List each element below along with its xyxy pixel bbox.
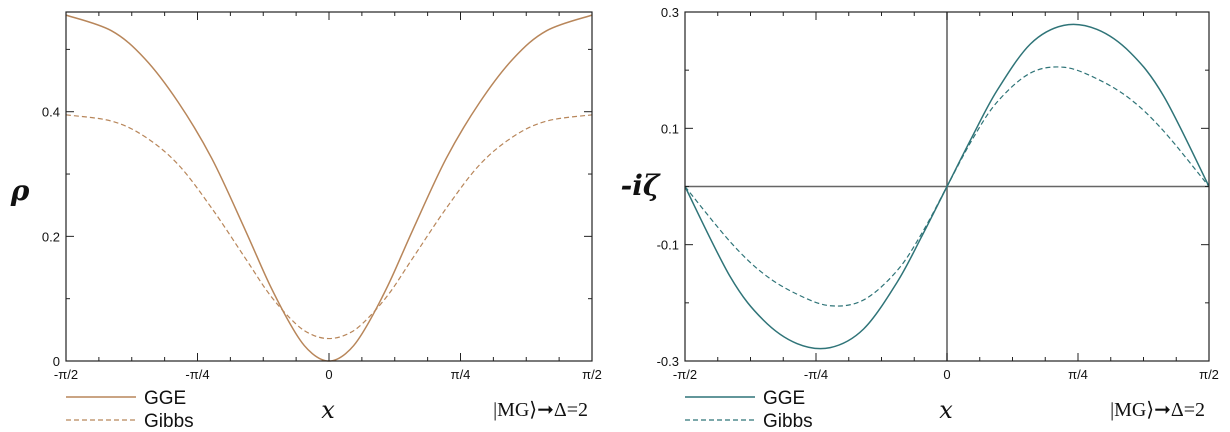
rho-y-tick-label: 0.4 [42,105,60,120]
zeta-panel: -π/2 -π/4 0 π/4 π/2 -0.3 -0.1 0.1 0.3 -iζ x |MG⟩… [621,5,1219,432]
zeta-y-tick-label: -0.3 [657,354,679,369]
zeta-y-axis-label: -iζ [621,169,661,202]
rho-ticks: -π/2 -π/4 0 π/4 π/2 0 0.2 0.4 [42,12,602,382]
zeta-annotation: |MG⟩➞Δ=2 [1110,399,1205,421]
zeta-x-tick-label: 0 [943,367,950,382]
rho-panel: -π/2 -π/4 0 π/4 π/2 0 0.2 0.4 ρ x |MG⟩➞Δ=2 GGE … [10,11,602,432]
rho-x-axis-label: x [321,396,335,424]
zeta-legend: GGE Gibbs [685,388,813,432]
rho-y-tick-label: 0 [53,354,60,369]
zeta-x-tick-label: π/4 [1068,367,1088,382]
rho-y-tick-label: 0.2 [42,229,60,244]
zeta-series-layer [684,23,1210,350]
rho-x-tick-label: -π/4 [185,367,209,382]
zeta-x-tick-label: π/2 [1199,367,1219,382]
zeta-legend-gibbs-label: Gibbs [763,411,813,432]
zeta-ticks: -π/2 -π/4 0 π/4 π/2 -0.3 -0.1 0.1 0.3 [657,5,1219,382]
rho-legend: GGE Gibbs [66,388,194,432]
zeta-series-gibbs-line [684,66,1210,307]
rho-plot-frame [65,11,593,362]
rho-x-tick-label: 0 [325,367,332,382]
zeta-legend-gge-label: GGE [763,388,805,409]
rho-series-layer [65,14,593,362]
rho-x-tick-label: π/4 [451,367,471,382]
rho-x-tick-label: -π/2 [54,367,78,382]
zeta-x-tick-label: -π/4 [804,367,828,382]
zeta-y-tick-label: 0.1 [661,121,679,136]
zeta-y-tick-label: 0.3 [661,5,679,20]
rho-series-gge-line [65,14,593,362]
rho-legend-gibbs-label: Gibbs [144,411,194,432]
rho-x-tick-label: π/2 [582,367,602,382]
rho-series-gibbs-line [65,114,593,340]
rho-legend-gge-label: GGE [144,388,186,409]
zeta-x-tick-label: -π/2 [673,367,697,382]
rho-annotation: |MG⟩➞Δ=2 [493,399,588,421]
rho-y-axis-label: ρ [10,174,30,207]
zeta-x-axis-label: x [939,396,953,424]
zeta-y-tick-label: -0.1 [657,238,679,253]
